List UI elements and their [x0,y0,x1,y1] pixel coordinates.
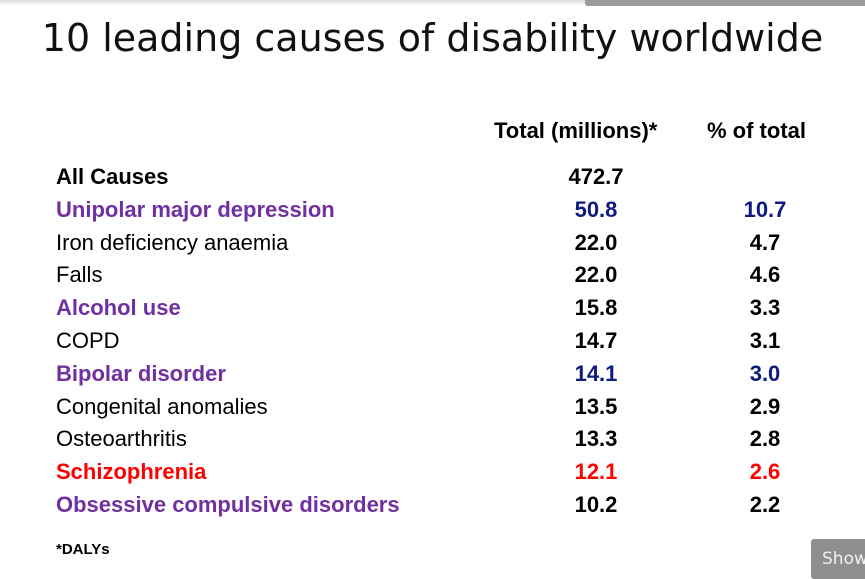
table-row: Obsessive compulsive disorders 10.2 2.2 [0,488,865,521]
total-value: 13.3 [574,426,618,451]
show-button[interactable]: Show [811,539,865,579]
total-value: 14.7 [574,328,618,353]
table-row: Alcohol use 15.8 3.3 [0,291,865,324]
table-row: Falls 22.0 4.6 [0,258,865,291]
cause-label: Congenital anomalies [56,394,268,419]
total-value: 22.0 [574,262,618,287]
percent-value: 2.9 [749,394,781,419]
cause-label: Falls [56,262,103,287]
table-row: Schizophrenia 12.1 2.6 [0,455,865,488]
total-value: 10.2 [574,492,618,517]
total-value: 15.8 [574,295,618,320]
cause-label: Iron deficiency anaemia [56,230,289,255]
cause-label: Alcohol use [56,295,181,320]
total-value: 472.7 [568,164,624,189]
top-tab-strip [585,0,865,6]
table-row: All Causes 472.7 [0,160,865,193]
cause-label: Schizophrenia [56,459,207,484]
cause-label: Osteoarthritis [56,426,187,451]
column-header-total: Total (millions)* [494,118,658,143]
total-value: 22.0 [574,230,618,255]
total-value: 13.5 [574,394,618,419]
footnote: *DALYs [56,541,110,558]
cause-label: Bipolar disorder [56,361,226,386]
total-value: 50.8 [574,197,618,222]
percent-value: 10.7 [743,197,787,222]
table-row: Bipolar disorder 14.1 3.0 [0,357,865,390]
table-row: Unipolar major depression 50.8 10.7 [0,193,865,226]
percent-value: 2.8 [749,426,781,451]
percent-value: 3.1 [749,328,781,353]
cause-label: Unipolar major depression [56,197,335,222]
table-row: Osteoarthritis 13.3 2.8 [0,422,865,455]
total-value: 14.1 [574,361,618,386]
cause-label: All Causes [56,164,169,189]
cause-label: COPD [56,328,120,353]
window-top-edge [0,0,865,6]
percent-value: 3.3 [749,295,781,320]
total-value: 12.1 [574,459,618,484]
percent-value: 2.6 [749,459,781,484]
percent-value: 4.6 [749,262,781,287]
slide-title: 10 leading causes of disability worldwid… [41,16,824,60]
percent-value: 4.7 [749,230,781,255]
percent-value: 3.0 [749,361,781,386]
table-row: COPD 14.7 3.1 [0,324,865,357]
column-header-percent: % of total [707,118,806,143]
percent-value: 2.2 [749,492,781,517]
cause-label: Obsessive compulsive disorders [56,492,400,517]
table-row: Congenital anomalies 13.5 2.9 [0,390,865,423]
table-row: Iron deficiency anaemia 22.0 4.7 [0,226,865,259]
